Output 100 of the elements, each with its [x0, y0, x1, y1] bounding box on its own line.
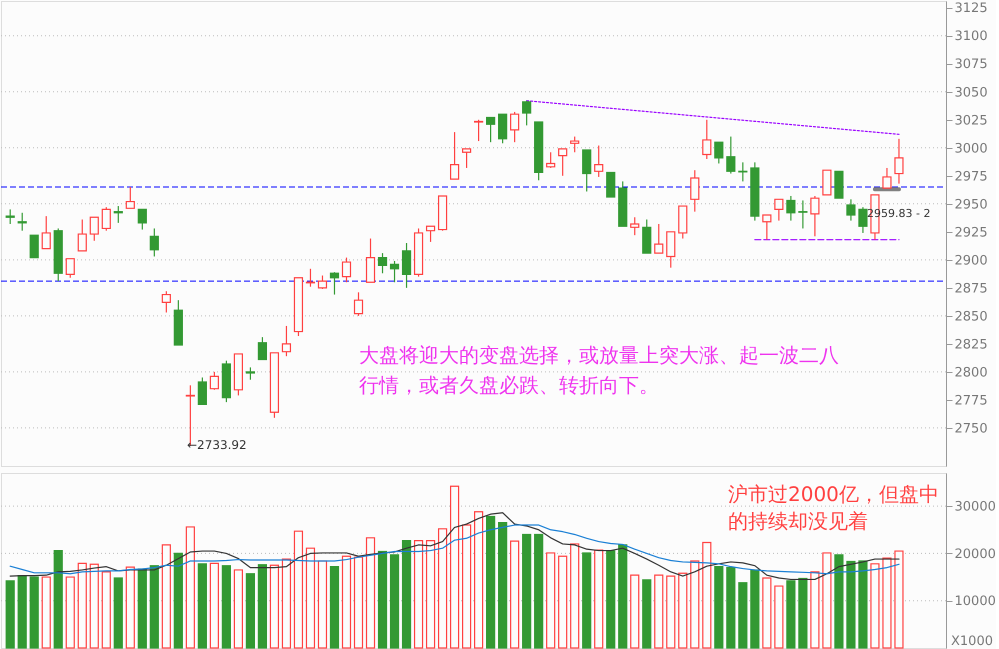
candlestick [882, 167, 892, 189]
candlestick [522, 100, 532, 126]
y-tick-label: 3000 [954, 141, 988, 156]
candlestick [150, 228, 159, 258]
candlestick [402, 242, 412, 288]
candlestick [6, 208, 15, 225]
candlestick [450, 131, 460, 180]
candlestick [582, 149, 592, 192]
y-tick-label: 3050 [954, 85, 988, 100]
candlestick [798, 200, 808, 230]
bar [258, 564, 268, 649]
candlestick [726, 136, 736, 174]
candlestick [894, 138, 904, 184]
candlestick [786, 195, 796, 222]
bar [798, 578, 808, 649]
candlestick [390, 260, 400, 283]
candlestick [570, 136, 580, 153]
candlestick [30, 234, 39, 258]
candlestick [846, 198, 856, 222]
y-tick-label: 2975 [954, 169, 988, 184]
bar [198, 563, 207, 649]
bar [606, 550, 616, 649]
candlestick [654, 223, 664, 254]
bar [18, 575, 27, 649]
y-tick-label: 3100 [954, 29, 988, 44]
candlestick [702, 119, 712, 160]
y-tick-label: 3025 [954, 113, 988, 128]
bar [390, 554, 400, 649]
candlestick [510, 111, 520, 143]
y-tick-label: 2925 [954, 225, 988, 240]
bar [30, 576, 39, 649]
candlestick [462, 148, 472, 169]
candlestick [714, 142, 724, 164]
candlestick [114, 205, 123, 224]
y-tick-label: 3075 [954, 57, 988, 72]
bar [114, 577, 123, 649]
bar [738, 582, 748, 649]
candlestick [486, 116, 496, 143]
candlestick [330, 272, 340, 296]
bar [786, 580, 796, 649]
y-tick-label: 20000 [954, 546, 996, 562]
candlestick [126, 186, 135, 209]
bar [222, 565, 231, 649]
bar [174, 552, 183, 649]
text: X1000 [951, 634, 993, 649]
candlestick [90, 216, 99, 242]
bar [246, 573, 256, 649]
y-tick-label: 2750 [954, 421, 988, 436]
bar [750, 569, 760, 649]
bar [582, 552, 592, 649]
bar [642, 579, 652, 649]
candlestick [42, 216, 51, 250]
y-tick-label: 30000 [954, 500, 996, 515]
bar [150, 565, 159, 649]
candlestick [810, 195, 820, 237]
candlestick [762, 214, 772, 240]
bar [834, 554, 844, 649]
candlestick [18, 212, 27, 232]
bar [330, 566, 340, 649]
annotation: ←2733.92 [187, 438, 247, 452]
bar [378, 550, 388, 649]
candlestick [594, 144, 604, 178]
y-tick-label: 2825 [954, 337, 988, 352]
y-tick-label: 10000 [954, 594, 996, 610]
candlestick [66, 258, 75, 278]
candlestick [258, 336, 268, 360]
candlestick [210, 371, 219, 390]
bar [618, 544, 628, 649]
bar [858, 560, 868, 649]
y-tick-label: 2950 [954, 197, 988, 212]
candlestick [354, 292, 364, 316]
bar [138, 568, 147, 649]
candlestick [630, 216, 640, 236]
candlestick [306, 268, 316, 288]
candlestick [738, 162, 748, 182]
y-tick-label: 2900 [954, 253, 988, 268]
y-tick-label: 2850 [954, 309, 988, 324]
bar [486, 516, 496, 649]
candlestick [282, 325, 292, 357]
y-tick-label: 2800 [954, 365, 988, 380]
bar [714, 566, 724, 649]
bar [846, 560, 856, 649]
bar [498, 522, 508, 649]
candlestick [198, 376, 207, 405]
line-series [10, 512, 900, 580]
candlestick [858, 206, 868, 234]
bar [726, 566, 736, 649]
bar [54, 550, 63, 649]
bar [522, 534, 532, 649]
annotation: 沪市过2000亿，但盘中的持续却没见着 [728, 482, 939, 533]
y-tick-label: 2775 [954, 393, 988, 408]
candlestick [138, 208, 147, 230]
bar [402, 540, 412, 649]
candlestick [546, 152, 556, 169]
y-tick-label: 2875 [954, 281, 988, 296]
bar [534, 534, 544, 649]
bar [6, 580, 15, 649]
candlestick [342, 256, 352, 283]
candlestick [378, 252, 388, 274]
candlestick [474, 119, 484, 142]
